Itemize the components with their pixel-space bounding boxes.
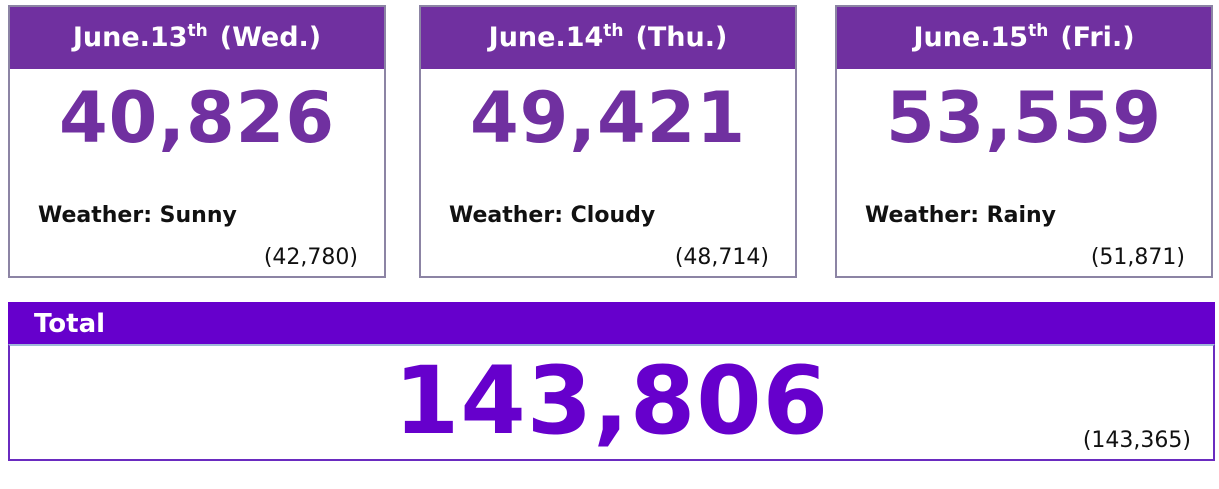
total-header: Total [8,302,1215,344]
date: June.14 [488,22,604,53]
date-suffix: th [603,21,624,41]
day-card: June.14th (Thu.) 49,421 Weather: Cloudy (48,… [419,5,797,278]
visitor-count: 53,559 [885,77,1163,159]
weekday: (Thu.) [635,22,728,53]
card-header: June.13th (Wed.) [10,7,384,69]
weather: Weather: Cloudy [449,203,656,228]
card-header: June.14th (Thu.) [421,7,795,69]
weekday: (Fri.) [1060,22,1135,53]
total-count: 143,806 [393,347,830,456]
weekday: (Wed.) [219,22,322,53]
visitor-count: 49,421 [469,77,747,159]
date: June.15 [913,22,1029,53]
date-suffix: th [187,21,208,41]
total-title: Total [34,309,106,339]
total-previous: (143,365) [1082,428,1191,453]
previous-count: (51,871) [1090,245,1185,270]
date-suffix: th [1028,21,1049,41]
weather: Weather: Rainy [865,203,1056,228]
day-card: June.13th (Wed.) 40,826 Weather: Sunny (42,7… [8,5,386,278]
previous-count: (42,780) [263,245,358,270]
day-card: June.15th (Fri.) 53,559 Weather: Rainy (51,8… [835,5,1213,278]
total-box: 143,806 (143,365) [8,344,1215,461]
previous-count: (48,714) [674,245,769,270]
visitor-count: 40,826 [58,77,336,159]
weather: Weather: Sunny [38,203,237,228]
card-header: June.15th (Fri.) [837,7,1211,69]
date: June.13 [72,22,188,53]
